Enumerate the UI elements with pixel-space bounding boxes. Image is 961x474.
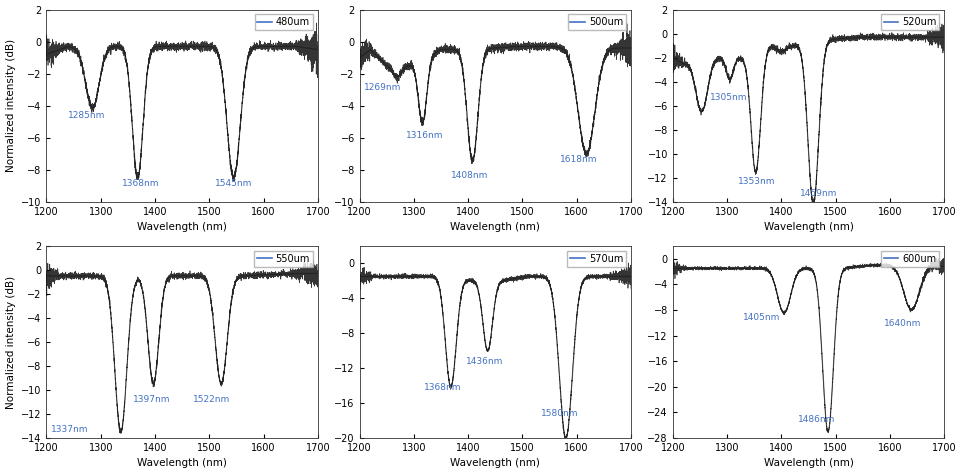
Text: 1640nm: 1640nm (883, 319, 921, 328)
Text: 1459nm: 1459nm (800, 189, 837, 198)
Text: 1269nm: 1269nm (363, 82, 401, 91)
X-axis label: Wavelength (nm): Wavelength (nm) (137, 222, 227, 232)
Text: 1408nm: 1408nm (451, 171, 487, 180)
Text: 1368nm: 1368nm (423, 383, 460, 392)
Text: 1486nm: 1486nm (797, 415, 834, 424)
X-axis label: Wavelength (nm): Wavelength (nm) (450, 458, 540, 468)
Text: 1618nm: 1618nm (560, 155, 598, 164)
Y-axis label: Normalized intensity (dB): Normalized intensity (dB) (6, 275, 15, 409)
Legend: 570um: 570um (567, 251, 626, 266)
X-axis label: Wavelength (nm): Wavelength (nm) (763, 458, 852, 468)
X-axis label: Wavelength (nm): Wavelength (nm) (763, 222, 852, 232)
Text: 1405nm: 1405nm (743, 312, 780, 321)
Legend: 500um: 500um (567, 14, 626, 30)
Text: 1368nm: 1368nm (122, 179, 160, 188)
Text: 1397nm: 1397nm (134, 395, 171, 404)
Text: 1285nm: 1285nm (68, 111, 106, 120)
Legend: 480um: 480um (255, 14, 312, 30)
Y-axis label: Normalized intensity (dB): Normalized intensity (dB) (6, 39, 15, 172)
Text: 1316nm: 1316nm (406, 131, 443, 140)
Text: 1522nm: 1522nm (193, 395, 230, 404)
X-axis label: Wavelength (nm): Wavelength (nm) (137, 458, 227, 468)
Legend: 550um: 550um (254, 251, 312, 266)
Text: 1580nm: 1580nm (541, 409, 579, 418)
Legend: 520um: 520um (879, 14, 938, 30)
Text: 1305nm: 1305nm (709, 92, 747, 101)
Legend: 600um: 600um (880, 251, 938, 266)
Text: 1545nm: 1545nm (214, 179, 252, 188)
Text: 1353nm: 1353nm (737, 177, 775, 186)
X-axis label: Wavelength (nm): Wavelength (nm) (450, 222, 540, 232)
Text: 1436nm: 1436nm (465, 357, 503, 366)
Text: 1337nm: 1337nm (51, 425, 88, 434)
